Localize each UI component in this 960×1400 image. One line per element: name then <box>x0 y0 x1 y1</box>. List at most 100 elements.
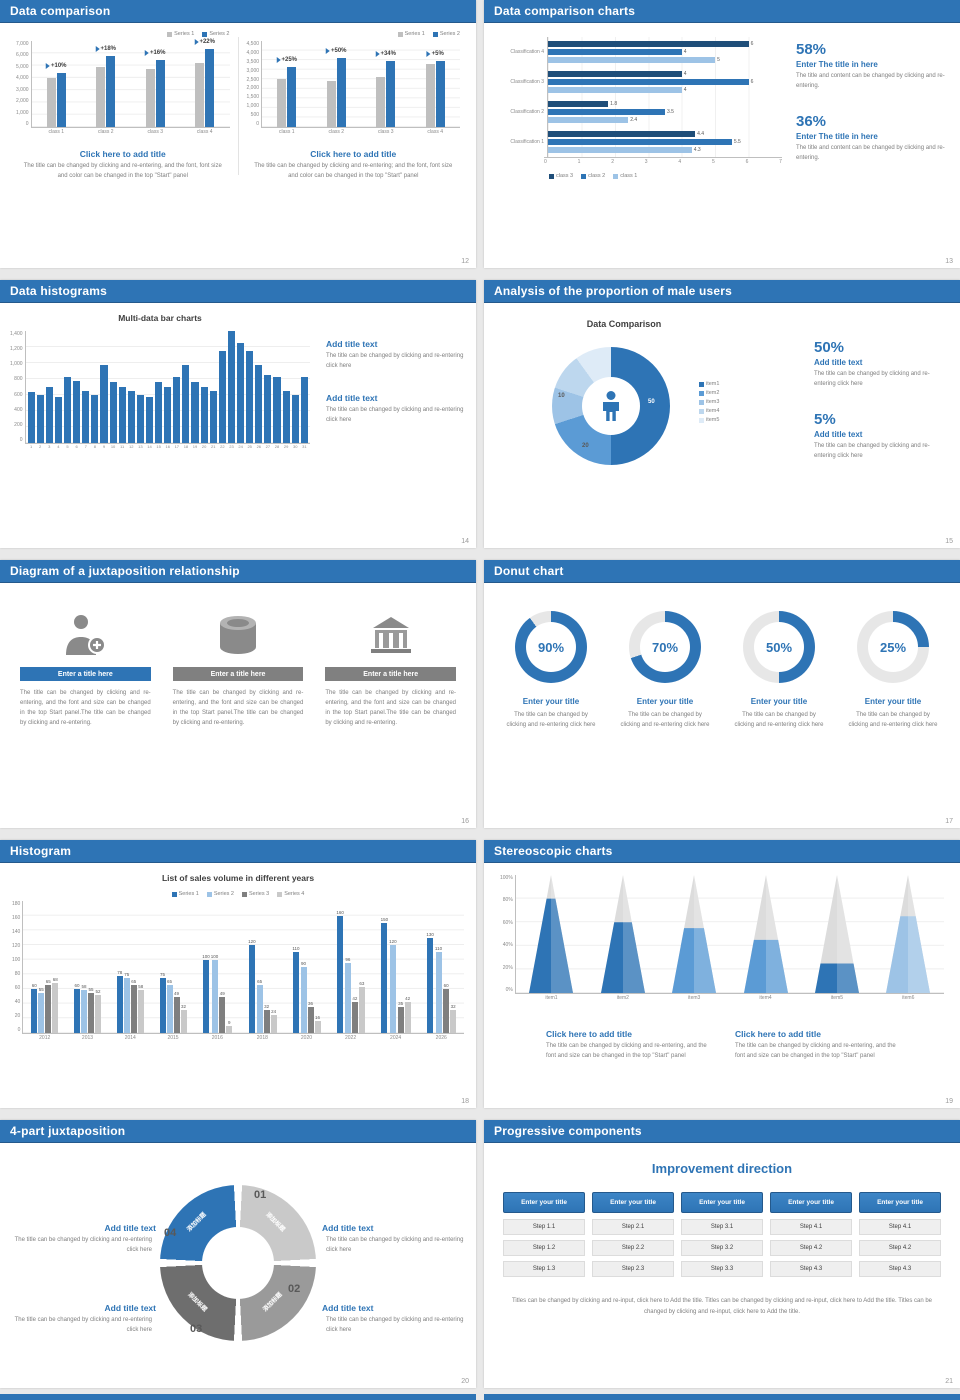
x-tick-label: 28 <box>274 444 280 449</box>
legend-swatch <box>202 31 208 37</box>
bar <box>358 986 365 1033</box>
slide-data-comparison[interactable]: Data comparison Series 1 Series 2 7,000 6,… <box>0 0 476 268</box>
slide-progressive-components[interactable]: Progressive components Improvement direc… <box>484 1120 960 1388</box>
title-bar[interactable]: Enter a title here <box>172 667 304 681</box>
chart-legend: Series 1 Series 2 <box>247 31 460 37</box>
slide-male-users-proportion[interactable]: Analysis of the proportion of male users… <box>484 280 960 548</box>
page-number: 19 <box>945 1098 953 1105</box>
value-label: 35 <box>398 1001 404 1007</box>
caption-title[interactable]: Click here to add title <box>310 149 397 159</box>
chart-legend: Series 1 Series 2 <box>16 31 230 37</box>
legend-item: Series 1 <box>397 31 425 37</box>
slide-donut-chart[interactable]: Donut chart 90% Enter your title The tit… <box>484 560 960 828</box>
legend-item: item5 <box>699 417 719 423</box>
bar <box>180 1009 187 1033</box>
x-tick-label: 8 <box>93 444 96 449</box>
step-column: Enter your title Step 4.1 Step 4.2 Step 4.3 <box>859 1192 941 1282</box>
step-cell[interactable]: Step 3.3 <box>681 1261 763 1277</box>
caption-title[interactable]: Add title text <box>326 339 378 349</box>
plot-area: 60 55 65 68 2012 60 58 55 52 2013 78 75 65 58 2014 75 65… <box>22 901 464 1041</box>
growth-value: +10% <box>50 62 67 69</box>
step-cell[interactable]: Step 4.2 <box>859 1240 941 1256</box>
step-cell[interactable]: Step 2.1 <box>592 1219 674 1235</box>
bar <box>209 391 217 443</box>
value-label: 120 <box>248 939 256 944</box>
stat-title[interactable]: Enter The title in here <box>796 60 878 69</box>
caption-title[interactable]: Click here to add title <box>79 149 166 159</box>
page-number: 14 <box>461 538 469 545</box>
bar-group: 78 75 65 58 2014 <box>116 901 144 1041</box>
title-bar[interactable]: Enter a title here <box>325 667 457 681</box>
caption-title[interactable]: Add title text <box>322 1223 374 1233</box>
slide-histogram[interactable]: Histogram List of sales volume in differ… <box>0 840 476 1108</box>
x-tick-label: class 3 <box>377 129 394 135</box>
bar <box>218 351 226 443</box>
gauge-title[interactable]: Enter your title <box>750 697 808 706</box>
x-tick-label: 14 <box>147 444 152 449</box>
step-cell[interactable]: Step 1.3 <box>503 1261 585 1277</box>
caption-body: The title can be changed by clicking and… <box>23 163 222 179</box>
value-label: 90 <box>301 961 307 966</box>
step-cell[interactable]: Step 2.3 <box>592 1261 674 1277</box>
stat-title[interactable]: Enter The title in here <box>796 132 878 142</box>
x-tick-label: class 1 <box>48 129 65 135</box>
value-label: 75 <box>160 972 166 977</box>
segment-label: 添加标题 <box>262 1291 284 1314</box>
step-cell[interactable]: Step 2.2 <box>592 1240 674 1256</box>
value-label: 24 <box>271 1009 277 1015</box>
step-cell[interactable]: Step 1.1 <box>503 1219 585 1235</box>
title-button[interactable]: Enter your title <box>681 1192 763 1213</box>
slide-4-part-juxtaposition[interactable]: 4-part juxtaposition 01 添加标题 02 添加标题 03 添加标题 0… <box>0 1120 476 1388</box>
title-button[interactable]: Enter your title <box>859 1192 941 1213</box>
legend-label: class 3 <box>556 173 574 179</box>
caption-title[interactable]: Add title text <box>322 1303 374 1313</box>
slide-data-histograms[interactable]: Data histograms Multi-data bar charts 1,… <box>0 280 476 548</box>
caption-block: Add title text The title can be changed … <box>8 1297 156 1335</box>
step-cell[interactable]: Step 4.1 <box>859 1219 941 1235</box>
caption-title[interactable]: Add title text <box>326 393 378 404</box>
step-cell[interactable]: Step 4.3 <box>859 1261 941 1277</box>
title-button[interactable]: Enter your title <box>592 1192 674 1213</box>
slide-title: Data histograms <box>10 284 108 298</box>
stat-title[interactable]: Add title text <box>814 358 863 367</box>
y-tick-label: 6,000 <box>16 52 29 59</box>
bar-group: +50% class 2 <box>325 41 347 135</box>
gauge-title[interactable]: Enter your title <box>636 697 694 706</box>
slide-stereoscopic-charts[interactable]: Stereoscopic charts 100% 80% 60% 40% 20% 0% it… <box>484 840 960 1108</box>
bar <box>191 382 199 443</box>
legend-item: Series 1 <box>167 31 194 37</box>
bar <box>277 79 287 127</box>
slide-data-comparison-charts[interactable]: Data comparison charts Classification 4 6… <box>484 0 960 268</box>
gauge-title[interactable]: Enter your title <box>522 697 580 706</box>
value-label: 68 <box>52 977 58 983</box>
caption-body: The title can be changed by clicking and… <box>14 1237 152 1253</box>
value-label: 110 <box>292 946 300 952</box>
bar <box>548 87 682 93</box>
caption-title[interactable]: Add title text <box>104 1303 156 1313</box>
flag-icon <box>95 45 100 52</box>
slide-title: Diagram of a juxtaposition relationship <box>10 564 240 578</box>
caption-title[interactable]: Add title text <box>104 1223 156 1233</box>
step-cell[interactable]: Step 3.1 <box>681 1219 763 1235</box>
step-cell[interactable]: Step 4.1 <box>770 1219 852 1235</box>
stat-title[interactable]: Add title text <box>814 430 863 440</box>
step-cell[interactable]: Step 4.2 <box>770 1240 852 1256</box>
legend-label: item5 <box>706 417 720 423</box>
value-label: 4 <box>683 87 687 93</box>
caption-title[interactable]: Click here to add title <box>735 1029 821 1039</box>
caption-title[interactable]: Click here to add title <box>546 1029 632 1039</box>
bar-group: +25% class 1 <box>276 41 297 135</box>
step-cell[interactable]: Step 1.2 <box>503 1240 585 1256</box>
title-button[interactable]: Enter your title <box>503 1192 585 1213</box>
legend-label: class 1 <box>620 173 638 179</box>
title-button[interactable]: Enter your title <box>770 1192 852 1213</box>
gauge-title[interactable]: Enter your title <box>864 697 922 706</box>
value-label: 16 <box>315 1015 321 1021</box>
value-label: 3.5 <box>667 109 674 115</box>
bar <box>548 101 609 107</box>
growth-value: +50% <box>330 48 347 55</box>
title-bar[interactable]: Enter a title here <box>20 667 151 681</box>
step-cell[interactable]: Step 4.3 <box>770 1261 852 1277</box>
slide-juxtaposition-diagram[interactable]: Diagram of a juxtaposition relationship … <box>0 560 476 828</box>
step-cell[interactable]: Step 3.2 <box>681 1240 763 1256</box>
